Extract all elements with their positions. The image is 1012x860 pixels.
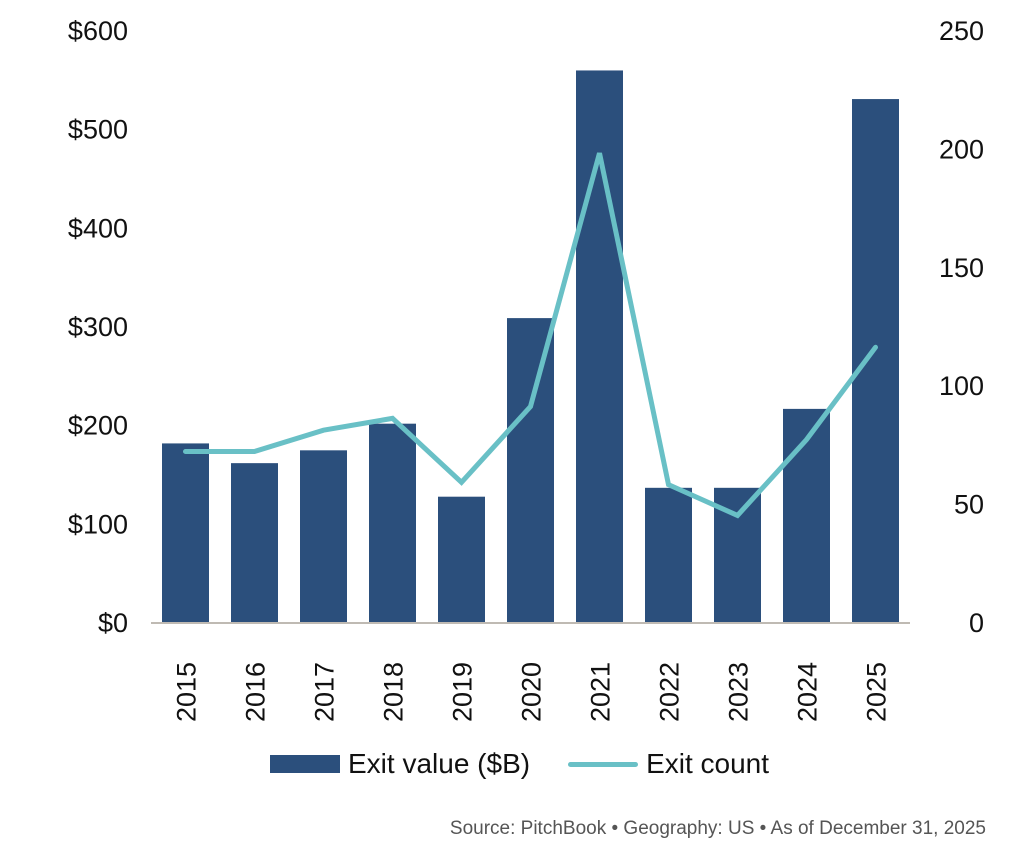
bar-2024 [783, 408, 830, 622]
bar-2025 [852, 99, 899, 623]
right-axis-tick: 250 [939, 16, 984, 46]
left-axis-tick: $300 [68, 312, 128, 342]
source-note: Source: PitchBook • Geography: US • As o… [449, 818, 986, 839]
x-axis-tick: 2022 [655, 662, 685, 722]
x-axis-tick: 2015 [172, 662, 202, 722]
legend-line-swatch [568, 761, 639, 767]
legend-bar-swatch [270, 755, 340, 773]
left-axis-tick: $200 [68, 411, 128, 441]
right-axis-tick: 0 [969, 608, 984, 638]
x-axis-tick: 2025 [862, 662, 892, 722]
bar-2018 [369, 423, 416, 622]
legend-bar-label: Exit value ($B) [348, 748, 531, 779]
right-axis-tick: 200 [939, 134, 984, 164]
left-axis-tick: $400 [68, 213, 128, 243]
bar-2020 [507, 318, 554, 622]
bar-2015 [162, 443, 209, 622]
x-axis-tick: 2020 [517, 662, 547, 722]
left-axis-tick: $500 [68, 115, 128, 145]
bar-2019 [438, 496, 485, 622]
right-axis-tick: 50 [954, 490, 984, 520]
x-axis-tick: 2019 [448, 662, 478, 722]
x-axis-tick: 2024 [793, 662, 823, 722]
left-axis-tick: $600 [68, 16, 128, 46]
x-axis-tick: 2016 [241, 662, 271, 722]
bar-2022 [645, 487, 692, 622]
x-axis-tick: 2023 [724, 662, 754, 722]
x-axis-tick: 2017 [310, 662, 340, 722]
legend-line-label: Exit count [646, 748, 770, 779]
bar-2017 [300, 450, 347, 622]
left-axis-tick: $100 [68, 509, 128, 539]
x-axis-tick: 2018 [379, 662, 409, 722]
left-axis-tick: $0 [98, 608, 128, 638]
right-axis-tick: 150 [939, 253, 984, 283]
legend: Exit value ($B) Exit count [270, 748, 769, 780]
bar-2016 [231, 463, 278, 622]
right-axis-tick: 100 [939, 371, 984, 401]
x-axis-tick: 2021 [586, 662, 616, 722]
